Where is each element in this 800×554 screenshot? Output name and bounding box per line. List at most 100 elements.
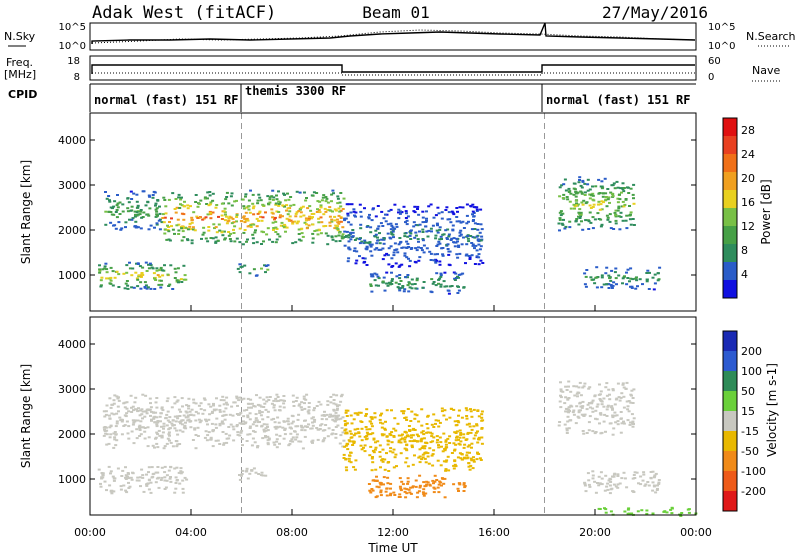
range-time-cell xyxy=(210,422,214,425)
range-time-cell xyxy=(383,458,387,461)
range-time-cell xyxy=(119,419,123,422)
range-time-cell xyxy=(432,449,436,452)
range-time-cell xyxy=(295,396,299,399)
range-time-cell xyxy=(311,223,315,226)
range-time-cell xyxy=(119,228,123,231)
range-time-cell xyxy=(385,271,389,274)
range-time-cell xyxy=(420,431,424,434)
range-time-cell xyxy=(465,423,469,426)
range-time-cell xyxy=(124,474,128,477)
range-time-cell xyxy=(435,229,439,232)
range-time-cell xyxy=(145,287,149,290)
range-time-cell xyxy=(438,238,442,241)
range-time-cell xyxy=(599,412,603,415)
range-time-cell xyxy=(394,281,398,284)
range-time-cell xyxy=(359,444,363,447)
range-time-cell xyxy=(437,212,441,215)
range-time-cell xyxy=(373,248,377,251)
range-time-cell xyxy=(452,442,456,445)
range-time-cell xyxy=(149,402,152,405)
range-time-cell xyxy=(421,453,425,456)
range-time-cell xyxy=(261,203,265,206)
range-time-cell xyxy=(206,434,210,437)
range-time-cell xyxy=(135,437,139,440)
range-time-cell xyxy=(165,413,169,416)
range-time-cell xyxy=(476,430,479,433)
range-time-cell xyxy=(247,406,250,409)
range-time-cell xyxy=(657,479,661,481)
range-time-cell xyxy=(374,233,378,236)
range-time-cell xyxy=(443,496,447,499)
range-time-cell xyxy=(591,185,594,188)
range-time-cell xyxy=(448,218,452,221)
range-time-cell xyxy=(423,457,427,460)
range-time-cell xyxy=(574,422,578,425)
range-time-cell xyxy=(235,214,239,216)
range-time-cell xyxy=(574,195,578,198)
range-time-cell xyxy=(228,434,232,437)
range-time-cell xyxy=(600,400,604,403)
range-time-cell xyxy=(138,424,142,427)
range-time-cell xyxy=(218,424,222,427)
range-time-cell xyxy=(369,285,373,287)
range-time-cell xyxy=(235,237,239,240)
range-time-cell xyxy=(215,417,219,420)
range-time-cell xyxy=(147,263,150,266)
range-time-cell xyxy=(264,435,267,437)
range-time-cell xyxy=(248,427,252,429)
range-time-cell xyxy=(282,395,286,397)
range-time-cell xyxy=(155,210,159,213)
range-time-cell xyxy=(221,234,225,237)
range-time-cell xyxy=(167,285,171,287)
range-time-cell xyxy=(243,264,247,267)
range-time-cell xyxy=(607,479,611,482)
range-time-cell xyxy=(410,410,414,413)
range-time-cell xyxy=(380,426,384,429)
range-time-cell xyxy=(586,189,590,192)
range-time-cell xyxy=(420,458,424,461)
range-time-cell xyxy=(334,240,338,243)
range-time-cell xyxy=(558,195,562,198)
range-time-cell xyxy=(652,485,656,488)
range-time-cell xyxy=(403,440,407,443)
range-time-cell xyxy=(646,481,650,483)
range-time-cell xyxy=(363,450,367,453)
range-time-cell xyxy=(307,409,311,412)
range-time-cell xyxy=(602,397,606,400)
range-time-cell xyxy=(398,274,402,276)
range-time-cell xyxy=(363,444,367,447)
range-time-cell xyxy=(610,487,614,490)
range-time-cell xyxy=(609,284,613,286)
range-time-cell xyxy=(174,211,178,214)
range-time-cell xyxy=(599,482,603,485)
range-time-cell xyxy=(628,280,631,283)
range-time-cell xyxy=(414,485,418,488)
range-time-cell xyxy=(331,238,335,241)
range-time-cell xyxy=(608,484,612,487)
range-time-cell xyxy=(218,404,222,407)
range-time-cell xyxy=(608,276,612,279)
range-time-cell xyxy=(342,453,346,456)
range-time-cell xyxy=(457,490,460,492)
beam-title: Beam 01 xyxy=(362,3,429,22)
range-time-cell xyxy=(132,286,136,289)
range-time-cell xyxy=(286,207,290,210)
range-time-cell xyxy=(157,486,161,489)
range-time-cell xyxy=(241,444,244,447)
range-time-cell xyxy=(334,415,338,418)
range-time-cell xyxy=(271,212,275,215)
range-time-cell xyxy=(302,214,306,217)
range-time-cell xyxy=(169,476,172,478)
range-time-cell xyxy=(138,435,142,437)
range-time-cell xyxy=(264,211,267,214)
range-time-cell xyxy=(199,199,203,202)
range-time-cell xyxy=(278,434,282,437)
range-time-cell xyxy=(409,248,413,250)
range-time-cell xyxy=(174,487,178,490)
range-time-cell xyxy=(330,193,334,196)
range-time-cell xyxy=(153,277,157,280)
range-time-cell xyxy=(164,417,168,420)
range-time-cell xyxy=(277,211,281,213)
range-time-cell xyxy=(345,415,349,417)
